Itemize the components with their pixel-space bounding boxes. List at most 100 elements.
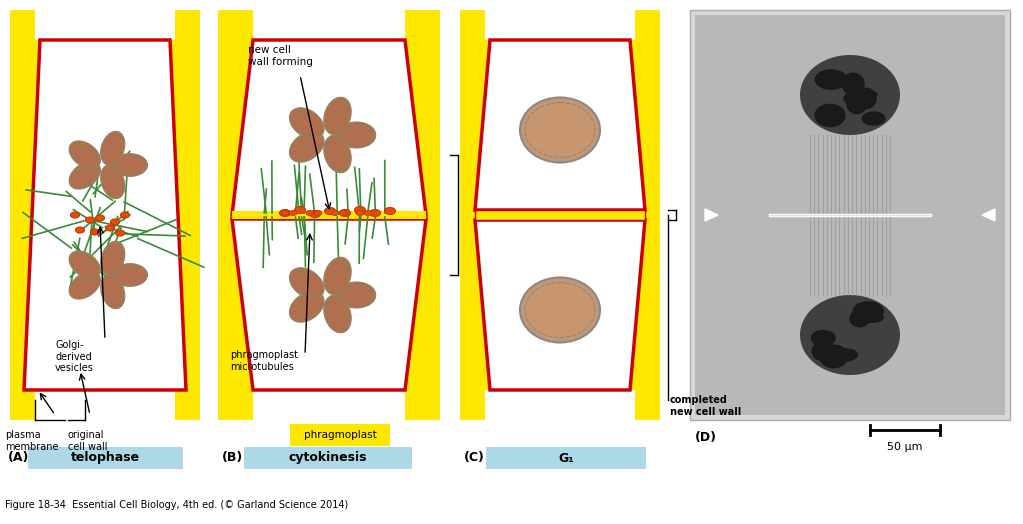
Ellipse shape — [290, 268, 324, 299]
Ellipse shape — [858, 312, 884, 323]
Ellipse shape — [290, 291, 324, 322]
Ellipse shape — [314, 211, 322, 215]
Bar — [690, 10, 1010, 420]
Polygon shape — [475, 220, 644, 390]
Text: completed
new cell wall: completed new cell wall — [670, 395, 742, 417]
Ellipse shape — [810, 330, 836, 346]
Bar — [10, 10, 201, 420]
Ellipse shape — [821, 351, 848, 366]
Ellipse shape — [846, 93, 868, 114]
Text: Figure 18-34  Essential Cell Biology, 4th ed. (© Garland Science 2014): Figure 18-34 Essential Cell Biology, 4th… — [5, 500, 348, 510]
Ellipse shape — [121, 212, 130, 218]
Ellipse shape — [290, 108, 324, 139]
Polygon shape — [253, 10, 405, 40]
Polygon shape — [253, 390, 405, 420]
Ellipse shape — [369, 210, 381, 216]
Ellipse shape — [100, 165, 125, 199]
Polygon shape — [24, 40, 186, 390]
Ellipse shape — [295, 206, 306, 213]
Text: phragmoplast: phragmoplast — [304, 430, 376, 440]
Ellipse shape — [323, 135, 351, 173]
Text: telophase: telophase — [71, 452, 139, 464]
Bar — [486, 447, 646, 469]
Polygon shape — [232, 40, 426, 215]
Ellipse shape — [520, 97, 601, 162]
Ellipse shape — [814, 104, 846, 127]
Ellipse shape — [290, 211, 297, 215]
Ellipse shape — [520, 278, 601, 343]
Ellipse shape — [338, 282, 375, 308]
Ellipse shape — [852, 301, 884, 321]
Bar — [460, 10, 660, 420]
Ellipse shape — [800, 295, 900, 375]
Text: phragmoplast
microtubules: phragmoplast microtubules — [230, 350, 298, 372]
Ellipse shape — [290, 132, 324, 162]
Bar — [290, 424, 390, 446]
Ellipse shape — [331, 211, 339, 215]
Text: original
cell wall: original cell wall — [68, 430, 107, 452]
Ellipse shape — [105, 225, 115, 231]
Text: Golgi-
derived
vesicles: Golgi- derived vesicles — [55, 340, 94, 373]
Ellipse shape — [814, 69, 847, 90]
Ellipse shape — [324, 208, 336, 214]
Polygon shape — [232, 219, 426, 390]
Text: cytokinesis: cytokinesis — [288, 452, 367, 464]
Ellipse shape — [86, 217, 94, 223]
Ellipse shape — [338, 122, 375, 148]
Bar — [695, 15, 1005, 415]
Polygon shape — [35, 10, 175, 40]
Ellipse shape — [281, 211, 290, 215]
Polygon shape — [35, 390, 175, 420]
Ellipse shape — [818, 344, 848, 368]
Text: 50 μm: 50 μm — [887, 442, 923, 452]
Ellipse shape — [364, 211, 372, 215]
Ellipse shape — [385, 208, 396, 214]
Ellipse shape — [846, 89, 878, 100]
Polygon shape — [475, 40, 644, 210]
Bar — [28, 447, 183, 469]
Ellipse shape — [800, 55, 900, 135]
Text: plasma
membrane: plasma membrane — [5, 430, 58, 452]
Ellipse shape — [323, 296, 351, 333]
Text: new cell
wall forming: new cell wall forming — [248, 45, 313, 67]
Ellipse shape — [811, 342, 828, 361]
Ellipse shape — [849, 310, 870, 328]
Ellipse shape — [843, 92, 859, 105]
Polygon shape — [485, 390, 635, 420]
Ellipse shape — [841, 73, 864, 95]
Ellipse shape — [70, 271, 100, 299]
Ellipse shape — [116, 230, 125, 236]
Polygon shape — [485, 10, 635, 40]
Ellipse shape — [834, 348, 858, 362]
Ellipse shape — [356, 211, 364, 215]
Ellipse shape — [95, 215, 104, 221]
Bar — [218, 10, 440, 420]
Polygon shape — [705, 209, 718, 221]
Ellipse shape — [323, 97, 351, 135]
Ellipse shape — [110, 219, 120, 225]
Text: (B): (B) — [222, 452, 243, 464]
Ellipse shape — [70, 141, 100, 169]
Text: (A): (A) — [8, 452, 30, 464]
Ellipse shape — [71, 212, 80, 218]
Ellipse shape — [100, 242, 125, 276]
Ellipse shape — [856, 88, 877, 109]
Ellipse shape — [113, 154, 147, 177]
Ellipse shape — [355, 206, 365, 213]
Bar — [244, 447, 412, 469]
Ellipse shape — [100, 275, 125, 309]
Bar — [475, 210, 644, 220]
Ellipse shape — [340, 210, 351, 216]
Ellipse shape — [339, 211, 347, 215]
Text: (D): (D) — [695, 431, 717, 444]
Text: (C): (C) — [464, 452, 485, 464]
Ellipse shape — [100, 132, 125, 166]
Polygon shape — [982, 209, 995, 221]
Ellipse shape — [310, 211, 320, 217]
Ellipse shape — [70, 251, 100, 279]
Ellipse shape — [323, 257, 351, 294]
Ellipse shape — [279, 210, 291, 216]
Ellipse shape — [861, 112, 886, 126]
Ellipse shape — [70, 161, 100, 189]
Text: G₁: G₁ — [559, 452, 574, 464]
